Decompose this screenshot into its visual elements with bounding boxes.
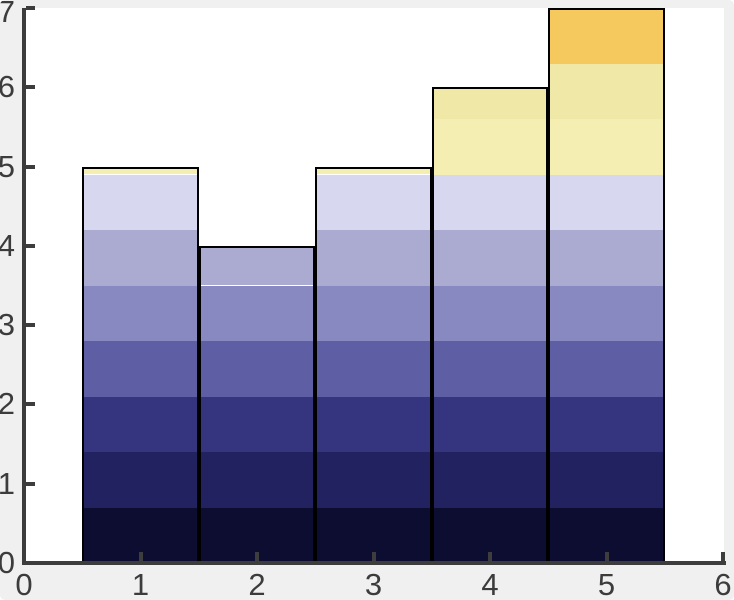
y-tick-label: 7 — [0, 0, 15, 29]
y-tick-label: 0 — [0, 545, 15, 580]
x-axis-line — [22, 561, 726, 565]
x-axis-tick — [22, 552, 26, 561]
bar-color-band — [84, 452, 197, 508]
bar-color-band — [317, 285, 430, 341]
bar-color-band — [200, 341, 314, 397]
y-tick-label: 3 — [0, 307, 15, 343]
bar-color-band — [550, 396, 663, 452]
bar-color-band — [433, 230, 547, 286]
x-tick-label: 0 — [15, 567, 33, 600]
bar-color-band — [317, 452, 430, 508]
y-axis-tick — [26, 481, 35, 486]
bar-color-band — [550, 230, 663, 286]
bar-color-band — [550, 285, 663, 341]
y-axis-tick — [26, 243, 35, 248]
x-tick-label: 6 — [714, 567, 732, 600]
bar-color-band — [433, 174, 547, 230]
bar-color-band — [84, 166, 197, 175]
bar-color-band — [550, 174, 663, 230]
y-axis-tick — [26, 323, 35, 328]
bar-color-band — [317, 230, 430, 286]
x-axis-tick — [488, 552, 492, 561]
plot-area — [22, 6, 726, 565]
bar-color-band — [550, 452, 663, 508]
bar-color-band — [433, 396, 547, 452]
y-tick-label: 1 — [0, 465, 15, 501]
bar-color-band — [433, 341, 547, 397]
bar-color-band — [550, 63, 663, 119]
y-tick-label: 2 — [0, 386, 15, 422]
y-axis-tick — [26, 85, 35, 90]
y-axis-tick — [26, 6, 35, 10]
bar-color-band — [200, 245, 314, 286]
y-axis-tick — [26, 402, 35, 407]
x-tick-label: 3 — [364, 567, 383, 600]
y-axis-tick — [26, 561, 35, 565]
x-axis-tick — [604, 552, 609, 561]
bar-color-band — [200, 452, 314, 508]
bar — [198, 245, 316, 563]
y-tick-label: 5 — [0, 148, 15, 184]
x-tick-label: 2 — [248, 567, 266, 600]
bar-color-band — [84, 230, 197, 286]
bar-color-band — [317, 174, 430, 230]
bar-color-band — [200, 396, 314, 452]
bar-color-band — [550, 341, 663, 397]
x-tick-label: 4 — [481, 567, 499, 600]
y-axis-tick — [26, 164, 35, 169]
bar-color-band — [550, 119, 663, 175]
bar-color-band — [433, 119, 547, 175]
bar-color-band — [200, 285, 314, 341]
x-tick-label: 1 — [131, 567, 150, 600]
y-axis-line — [22, 8, 26, 565]
bar — [431, 87, 549, 563]
bar-color-band — [317, 166, 430, 175]
bar-color-band — [317, 396, 430, 452]
bar-color-band — [84, 341, 197, 397]
bar — [82, 166, 199, 563]
y-tick-label: 4 — [0, 227, 15, 263]
bar-color-band — [433, 285, 547, 341]
bar — [548, 8, 665, 563]
x-axis-tick — [721, 552, 725, 561]
bar — [315, 166, 432, 563]
x-axis-tick — [138, 552, 143, 561]
bar-color-band — [433, 87, 547, 119]
bar-color-band — [84, 174, 197, 230]
bar-color-band — [550, 8, 663, 64]
bar-color-band — [84, 396, 197, 452]
bar-color-band — [433, 452, 547, 508]
x-axis-tick — [255, 552, 259, 561]
bar-color-band — [84, 285, 197, 341]
bar-color-band — [317, 341, 430, 397]
x-tick-label: 5 — [597, 567, 616, 600]
y-tick-label: 6 — [0, 69, 15, 105]
x-axis-tick — [371, 552, 376, 561]
